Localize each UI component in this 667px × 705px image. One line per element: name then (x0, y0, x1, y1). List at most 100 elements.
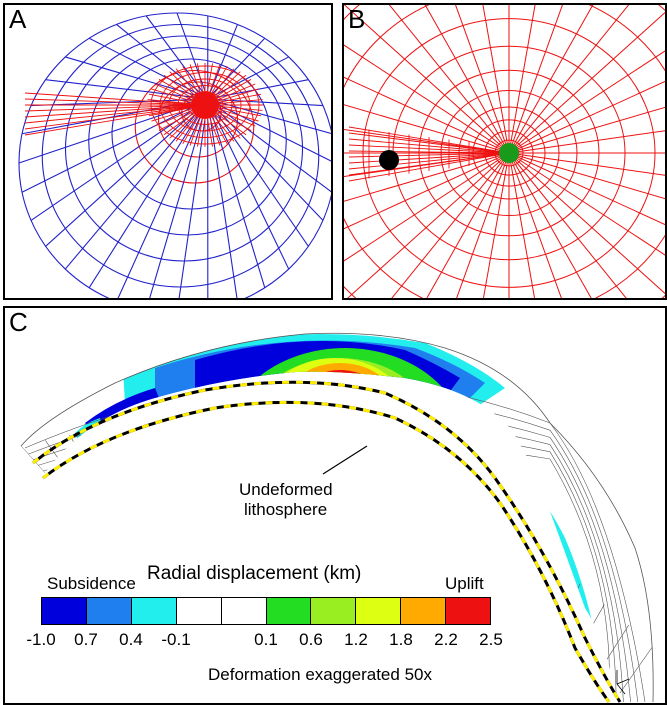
mesh-b-spoke (508, 50, 665, 154)
colorbar-tick-label: 2.5 (479, 630, 503, 649)
mesh-b-spoke (344, 128, 510, 154)
mesh-b-spoke (456, 152, 510, 298)
colorbar-tick-label: 0.6 (299, 630, 323, 649)
mesh-b-spoke (508, 152, 665, 295)
mesh-a-wedge-line (24, 92, 206, 106)
mesh-b-spoke (344, 152, 510, 202)
shell-grid-line (464, 509, 484, 567)
colorbar-tick-label: 2.2 (434, 630, 458, 649)
deformed-shell-drawing (20, 332, 654, 703)
mesh-b-spoke (482, 5, 510, 154)
mesh-b-spoke (344, 104, 510, 154)
mesh-b-spoke (455, 5, 510, 154)
shell-grid-line (509, 544, 532, 600)
refined-mesh-drawing (344, 5, 665, 298)
mesh-b-spoke (508, 152, 665, 200)
annotation-leader-line (322, 445, 368, 475)
mesh-b-spoke (344, 152, 510, 230)
shell-grid-line (215, 416, 223, 467)
mesh-a-spoke (88, 116, 198, 289)
colorbar-tick-label: 0.4 (119, 630, 143, 649)
colorbar-segment (266, 598, 312, 624)
mesh-a-wedge-line (24, 104, 206, 118)
shell-outer-edge (20, 332, 654, 703)
shell-grid-line (619, 645, 654, 694)
shell-grid-line (332, 435, 338, 494)
marker-green-dot (499, 143, 519, 163)
shell-grid-line (166, 419, 178, 465)
mesh-a-wedge-line (24, 104, 206, 136)
mesh-b-ring (362, 18, 656, 288)
mesh-b-ring (418, 69, 600, 237)
mesh-b-ring (440, 89, 578, 217)
colorbar-tick-label: -0.1 (161, 630, 191, 649)
mesh-b-spoke (347, 152, 510, 298)
shell-grid-line (190, 417, 201, 465)
mesh-b-spoke (482, 152, 510, 298)
mesh-a-spoke (218, 101, 331, 135)
mesh-b-spoke (508, 152, 536, 298)
shell-grid-line (310, 429, 313, 486)
mesh-a-spoke (145, 15, 203, 92)
mesh-b-spoke (508, 106, 665, 154)
mesh-a-wedge-line (24, 104, 206, 112)
colorbar-segment (42, 598, 87, 624)
annotation-line-1: Undeformed (239, 480, 333, 499)
undeformed-outer-yellow (32, 380, 622, 703)
mesh-b-wedge (348, 126, 510, 182)
mesh-a-wedge-line (24, 98, 206, 106)
mesh-a-spoke (21, 107, 192, 193)
shell-grid-line (398, 466, 411, 525)
colorbar-segment (311, 598, 357, 624)
shell-grid-line (442, 493, 459, 552)
mesh-b-spoke (344, 5, 510, 154)
global-mesh-drawing (18, 12, 331, 298)
exaggeration-note: Deformation exaggerated 50x (208, 665, 432, 684)
mesh-b-spoke (344, 76, 510, 154)
mesh-b-spoke (508, 130, 665, 154)
panel-c-label: C (9, 307, 28, 337)
mesh-b-spoke (508, 5, 536, 154)
colorbar-segment (176, 598, 222, 624)
mesh-a-spoke (218, 107, 331, 193)
mesh-b-spoke (508, 152, 665, 256)
colorbar-segment (86, 598, 132, 624)
mesh-a-spoke (88, 37, 198, 94)
undeformed-inner-yellow (42, 400, 611, 703)
mesh-b-ring (458, 106, 560, 200)
mesh-a-spoke (212, 116, 266, 288)
mesh-a-wedge-line (24, 104, 206, 124)
mesh-b-spoke (508, 5, 630, 154)
colorbar-segment (446, 598, 491, 624)
mesh-a-spoke (64, 114, 196, 270)
mesh-a-ring (88, 46, 287, 236)
mesh-a-spoke (65, 56, 196, 96)
mesh-b-spoke (344, 152, 510, 262)
mesh-b-spoke (508, 152, 665, 176)
shell-grid-line (93, 429, 112, 467)
mesh-b-spoke (508, 152, 562, 298)
colorbar (41, 597, 491, 625)
mesh-b-spoke (391, 152, 510, 298)
annotation-line-2: lithosphere (244, 500, 328, 519)
mesh-a-spoke (217, 99, 324, 107)
colorbar-segment (131, 598, 177, 624)
mesh-a-spoke (45, 112, 194, 247)
shell-grid-line (420, 479, 435, 538)
colorbar-tick-label: 1.2 (344, 630, 368, 649)
mesh-b-spoke (508, 80, 665, 154)
shell-grid-line (376, 454, 386, 513)
mesh-a-ring (111, 58, 271, 210)
subsidence-label: Subsidence (47, 574, 136, 593)
colorbar-title: Radial displacement (km) (147, 563, 362, 584)
mesh-a-spoke (216, 79, 309, 98)
mesh-b-spoke (508, 5, 563, 154)
colorbar-segment (401, 598, 447, 624)
mesh-a-spoke (209, 24, 238, 93)
panel-a-global-mesh: A (3, 3, 333, 300)
mesh-a-ring (134, 69, 255, 184)
mesh-a-group (18, 12, 331, 298)
mesh-a-spoke (178, 118, 206, 298)
shell-grid-line (239, 417, 245, 470)
mesh-a-wedge-line (24, 104, 206, 130)
